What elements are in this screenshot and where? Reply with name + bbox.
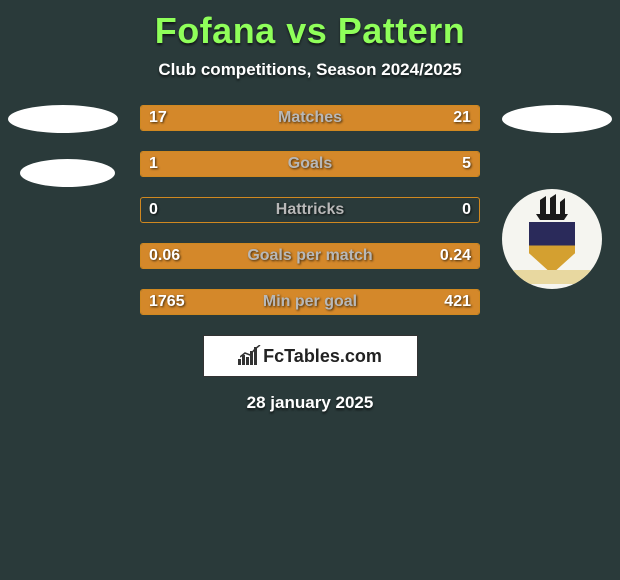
stat-label: Min per goal bbox=[263, 293, 357, 311]
stat-row: 0 0 Hattricks bbox=[140, 197, 480, 223]
stat-row: 1765 421 Min per goal bbox=[140, 289, 480, 315]
value-left: 17 bbox=[149, 109, 167, 127]
ellipse-placeholder-icon bbox=[8, 105, 118, 133]
bar-right bbox=[197, 152, 479, 176]
comparison-card: Fofana vs Pattern Club competitions, Sea… bbox=[0, 0, 620, 413]
date-label: 28 january 2025 bbox=[10, 393, 610, 413]
value-left: 0.06 bbox=[149, 247, 180, 265]
player-left-logo bbox=[8, 105, 118, 213]
branding-text: FcTables.com bbox=[263, 346, 382, 367]
subtitle: Club competitions, Season 2024/2025 bbox=[0, 60, 620, 80]
branding-badge: FcTables.com bbox=[203, 335, 418, 377]
value-left: 1 bbox=[149, 155, 158, 173]
value-right: 5 bbox=[462, 155, 471, 173]
value-left: 0 bbox=[149, 201, 158, 219]
scroll-icon bbox=[512, 270, 592, 284]
stat-label: Hattricks bbox=[276, 201, 344, 219]
stat-row: 17 21 Matches bbox=[140, 105, 480, 131]
ellipse-placeholder-icon bbox=[20, 159, 115, 187]
page-title: Fofana vs Pattern bbox=[0, 10, 620, 52]
value-right: 21 bbox=[453, 109, 471, 127]
stat-label: Matches bbox=[278, 109, 342, 127]
ellipse-placeholder-icon bbox=[502, 105, 612, 133]
value-right: 0.24 bbox=[440, 247, 471, 265]
stat-row: 1 5 Goals bbox=[140, 151, 480, 177]
value-right: 0 bbox=[462, 201, 471, 219]
club-crest-icon bbox=[502, 189, 602, 289]
stats-list: 17 21 Matches 1 5 Goals 0 0 Hattricks 0.06 0.24 Goa… bbox=[140, 105, 480, 315]
value-right: 421 bbox=[444, 293, 471, 311]
ship-icon bbox=[532, 194, 572, 222]
main-area: 17 21 Matches 1 5 Goals 0 0 Hattricks 0.06 0.24 Goa… bbox=[0, 105, 620, 413]
stat-row: 0.06 0.24 Goals per match bbox=[140, 243, 480, 269]
shield-icon bbox=[529, 222, 575, 274]
value-left: 1765 bbox=[149, 293, 185, 311]
player-right-logo bbox=[502, 105, 612, 259]
bar-chart-icon bbox=[238, 347, 260, 365]
stat-label: Goals bbox=[288, 155, 332, 173]
stat-label: Goals per match bbox=[247, 247, 372, 265]
